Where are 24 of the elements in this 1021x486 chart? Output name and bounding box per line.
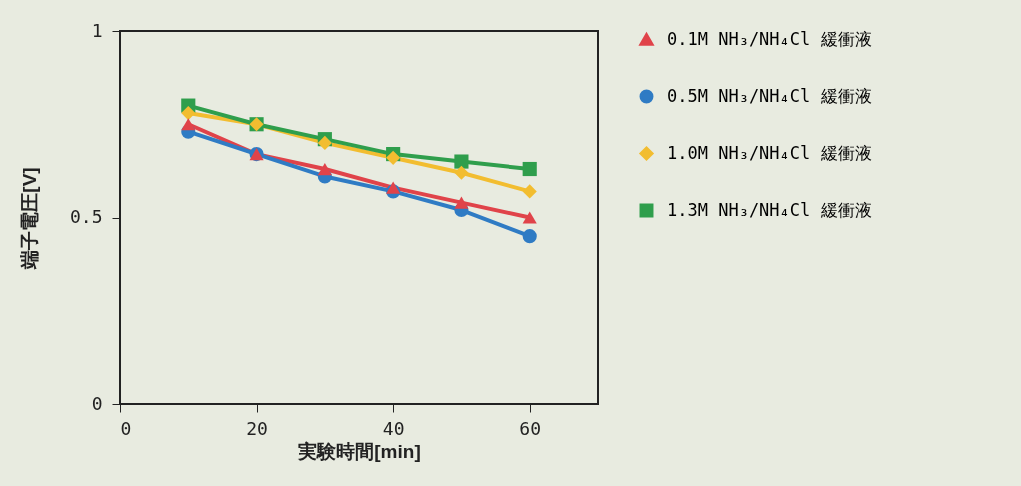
x-axis-title: 実験時間[min] [297,440,421,462]
x-tick-label: 20 [246,417,268,439]
point [522,229,537,244]
point [454,154,469,169]
x-tick-label: 0 [120,417,132,439]
y-tick-label: 0 [91,392,103,414]
x-tick-label: 60 [519,417,542,439]
point [317,162,332,176]
y-axis-title: 端子電圧[V] [18,167,40,270]
point [522,184,537,199]
point [522,161,537,177]
point [386,181,401,194]
y-tick-label: 0.5 [69,206,103,227]
legend-label: 0.5M NH₃/NH₄Cl 緩衝液 [667,85,872,106]
point [454,196,469,209]
y-tick-label: 1 [91,19,103,41]
legend-label: 1.0M NH₃/NH₄Cl 緩衝液 [667,142,872,163]
legend-label: 1.3M NH₃/NH₄Cl 緩衝液 [667,199,872,220]
point [181,118,196,131]
point [181,105,196,121]
legend-label: 0.1M NH₃/NH₄Cl 緩衝液 [667,28,872,49]
x-tick-label: 40 [382,417,405,439]
point [522,211,537,224]
point [454,165,469,180]
